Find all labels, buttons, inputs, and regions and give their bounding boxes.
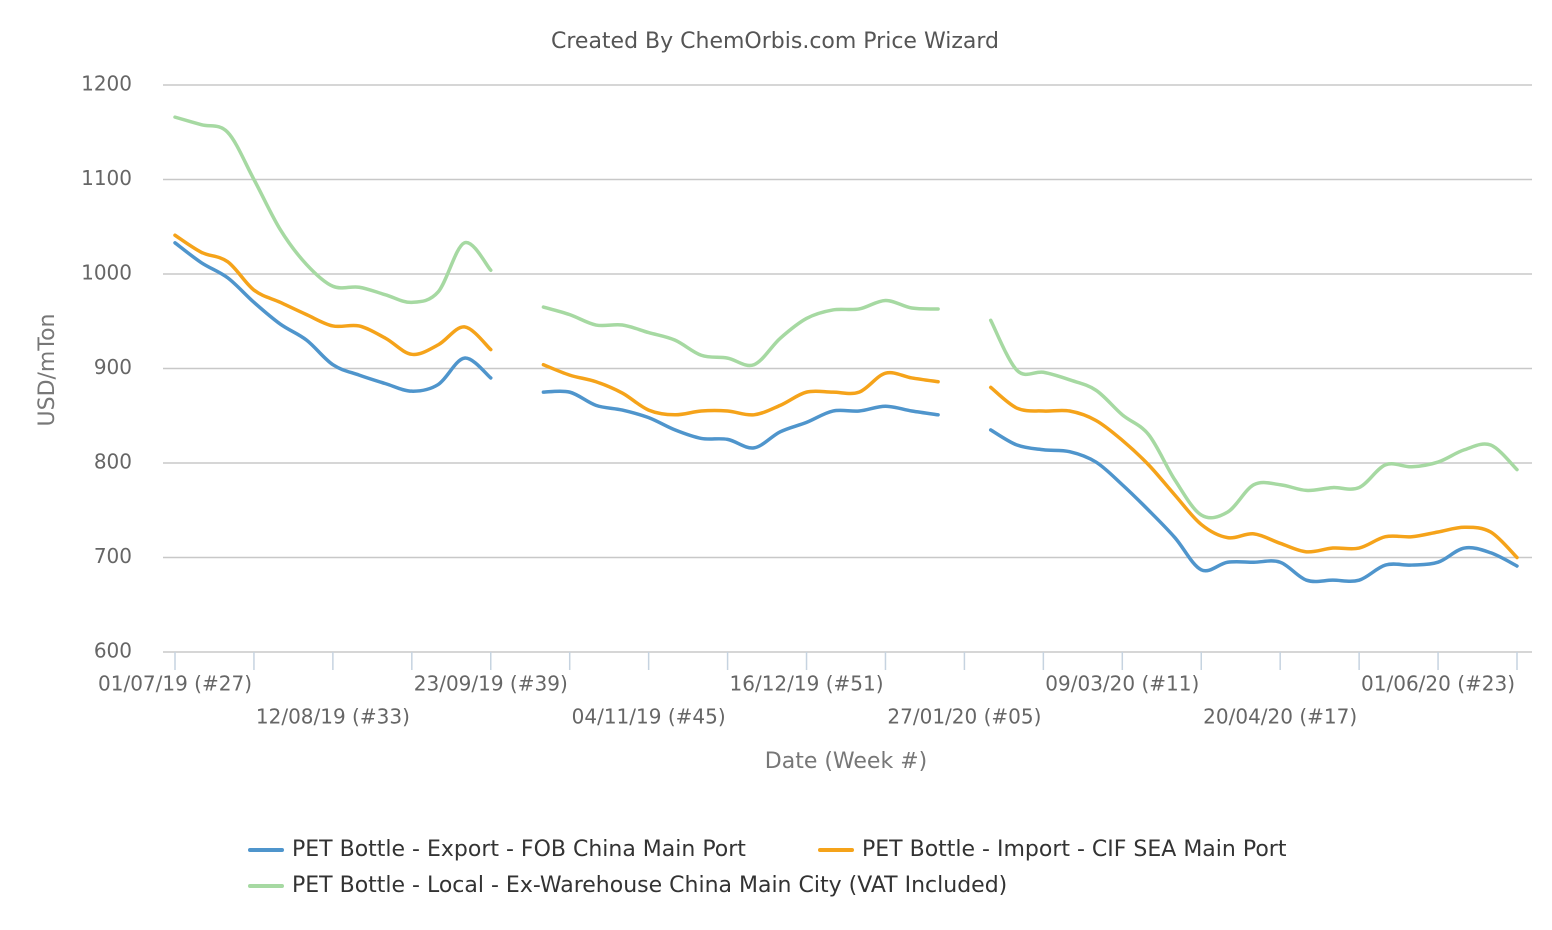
x-tick-label: 20/04/20 (#17) [1203,705,1357,729]
y-tick-label: 1000 [81,261,132,285]
x-tick-label: 16/12/19 (#51) [730,672,884,696]
legend-label: PET Bottle - Import - CIF SEA Main Port [862,837,1287,862]
x-axis-label: Date (Week #) [765,749,927,774]
x-tick-label: 01/06/20 (#23) [1361,672,1515,696]
x-tick-label: 27/01/20 (#05) [887,705,1041,729]
series-line [173,241,1519,584]
series-line [173,233,1519,560]
x-tick-label: 01/07/19 (#27) [98,672,252,696]
series-line [173,115,1519,520]
x-tick-label: 23/09/19 (#39) [414,672,568,696]
y-tick-label: 1200 [81,72,132,96]
y-tick-label: 800 [94,450,132,474]
chart-title: Created By ChemOrbis.com Price Wizard [551,29,999,54]
x-tick-label: 09/03/20 (#11) [1045,672,1199,696]
x-tick-label: 04/11/19 (#45) [572,705,726,729]
x-tick-label: 12/08/19 (#33) [256,705,410,729]
y-tick-label: 600 [94,639,132,663]
y-tick-label: 700 [94,544,132,568]
legend-label: PET Bottle - Export - FOB China Main Por… [292,837,746,862]
y-tick-label: 900 [94,355,132,379]
legend-label: PET Bottle - Local - Ex-Warehouse China … [292,873,1007,898]
y-tick-label: 1100 [81,166,132,190]
y-axis-label: USD/mTon [35,314,60,427]
